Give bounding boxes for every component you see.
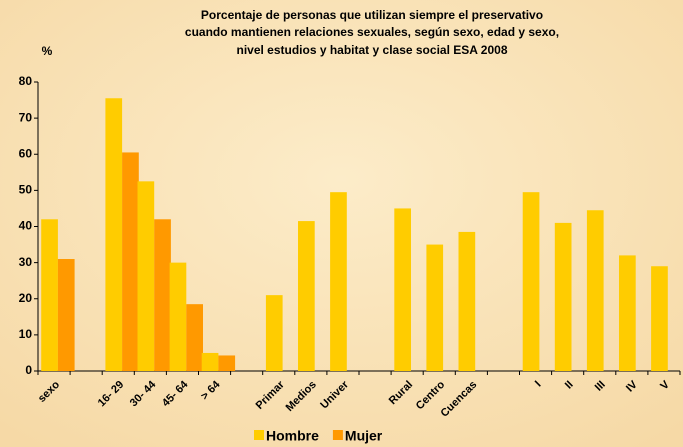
bar [265,295,283,371]
chart-title: cuando mantienen relaciones sexuales, se… [185,25,559,39]
chart-title: Porcentaje de personas que utilizan siem… [201,8,543,22]
bar [154,219,171,371]
bar [122,152,139,371]
bar [522,192,540,371]
bar [137,181,155,371]
y-tick-label: 60 [19,146,33,160]
y-axis-label: % [42,44,53,58]
bar [330,192,347,371]
y-tick-label: 0 [25,363,32,377]
y-tick-label: 80 [19,74,33,88]
bar [57,259,75,371]
bar [105,98,123,371]
y-tick-label: 10 [19,327,33,341]
bar [298,221,315,371]
legend-label: Hombre [266,428,319,444]
bar [554,222,572,371]
bar [218,355,236,371]
bar [458,231,476,371]
bar [619,255,636,371]
bar [169,262,187,371]
bar [426,244,444,371]
bar [186,304,203,371]
legend-label: Mujer [345,428,383,444]
y-tick-label: 40 [19,219,33,233]
bar [41,219,58,371]
bar [586,210,604,371]
bar [651,266,668,371]
legend-swatch [254,430,264,440]
y-tick-label: 50 [19,183,33,197]
legend-swatch [332,430,343,440]
x-tick-label: I [533,379,544,390]
y-tick-label: 30 [19,255,33,269]
y-tick-label: 70 [19,110,33,124]
bar [201,352,219,371]
y-tick-label: 20 [19,291,33,305]
bar [394,208,412,371]
chart-title: nivel estudios y habitat y clase social … [236,43,507,57]
